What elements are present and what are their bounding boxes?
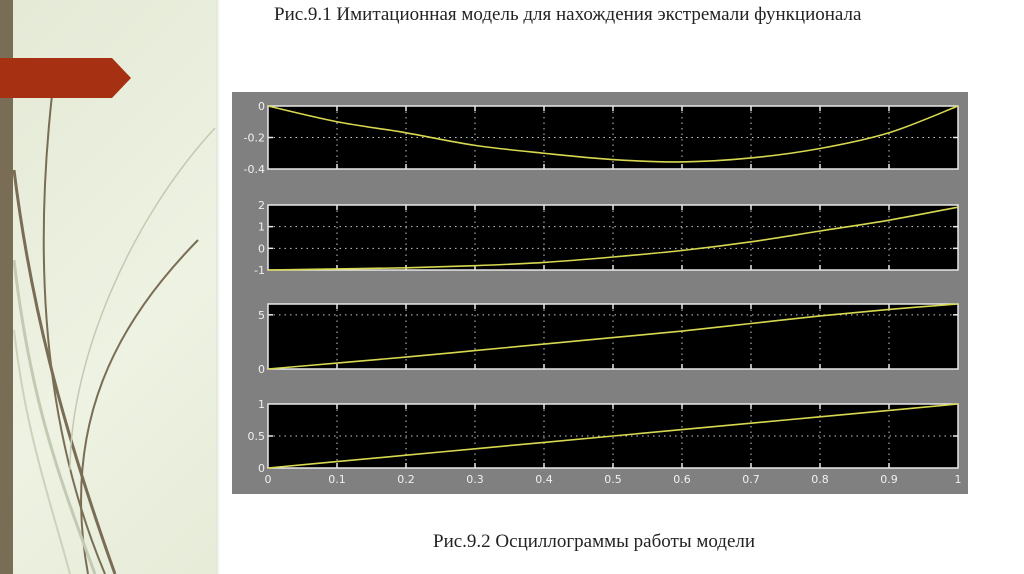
y-tick-label: 0 <box>258 100 265 113</box>
side-bar <box>0 0 13 574</box>
trace-line <box>267 206 959 271</box>
y-tick-label: 0 <box>258 462 265 475</box>
x-tick-label: 0.2 <box>397 473 415 486</box>
section-arrow-icon <box>0 58 131 98</box>
x-tick-label: 0.5 <box>604 473 622 486</box>
y-tick-label: 0 <box>258 363 265 376</box>
plot-4: 10.50 <box>248 398 959 475</box>
plot-2: 2 1 0 -1 <box>254 199 959 277</box>
x-tick-label: 1 <box>955 473 962 486</box>
plot-3: 50 <box>258 303 959 376</box>
x-tick-label: 0.8 <box>811 473 829 486</box>
x-tick-label: 0.7 <box>742 473 760 486</box>
x-tick-label: 0.6 <box>673 473 691 486</box>
y-tick-label: 0 <box>258 242 265 255</box>
y-tick-label: -0.4 <box>244 163 265 176</box>
y-tick-label: 1 <box>258 398 265 411</box>
y-tick-label: 2 <box>258 199 265 212</box>
scope-window: 0 -0.2 -0.4 2 1 0 -1 5 0 1 0.5 0 0 0.1 0.2 0.3 0.4 0.5 0.6… <box>232 92 968 494</box>
figure-caption: Рис.9.2 Осциллограммы работы модели <box>433 531 756 552</box>
x-tick-label: 0.1 <box>328 473 346 486</box>
y-tick-label: 0.5 <box>248 430 266 443</box>
trace-line <box>267 303 959 370</box>
x-tick-label: 0.4 <box>535 473 553 486</box>
figure-title: Рис.9.1 Имитационная модель для нахожден… <box>274 4 862 25</box>
divider <box>216 0 220 574</box>
trace-line <box>267 403 959 469</box>
slide-decoration-panel <box>0 0 218 574</box>
x-tick-label: 0.9 <box>880 473 898 486</box>
plot-1: 0 -0.2 -0.4 <box>244 100 959 176</box>
x-tick-label: 0 <box>265 473 272 486</box>
x-tick-label: 0.3 <box>466 473 484 486</box>
y-tick-label: -1 <box>254 264 265 277</box>
trace-line <box>267 105 959 163</box>
y-tick-label: 5 <box>258 309 265 322</box>
decorative-curves-icon <box>12 94 216 574</box>
y-tick-label: 1 <box>258 221 265 234</box>
y-tick-label: -0.2 <box>244 132 265 145</box>
x-axis: 0 0.1 0.2 0.3 0.4 0.5 0.6 0.7 0.8 0.9 1 <box>265 473 962 486</box>
